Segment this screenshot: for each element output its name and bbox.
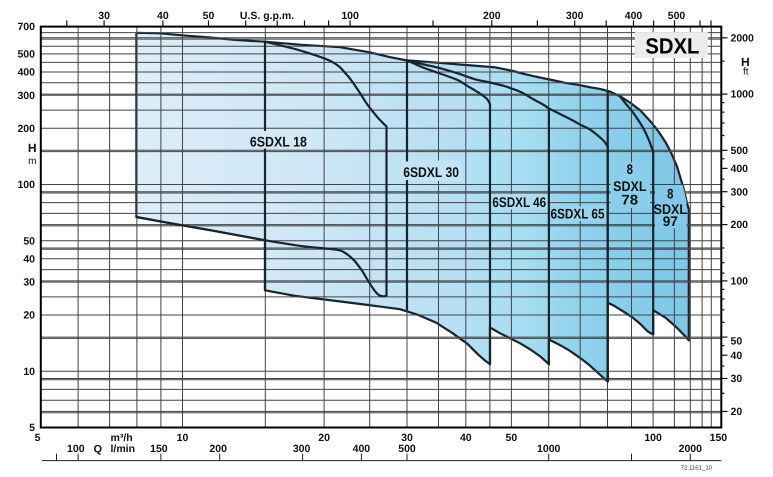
svg-text:6SDXL 18: 6SDXL 18 [250, 134, 307, 150]
svg-text:5: 5 [29, 422, 35, 434]
svg-text:40: 40 [157, 10, 169, 22]
svg-text:200: 200 [209, 443, 227, 455]
svg-text:300: 300 [17, 90, 35, 102]
svg-text:1000: 1000 [731, 89, 755, 101]
svg-text:U.S. g.p.m.: U.S. g.p.m. [240, 10, 294, 22]
svg-text:200: 200 [731, 219, 749, 231]
svg-text:400: 400 [625, 10, 643, 22]
svg-text:1000: 1000 [537, 443, 561, 455]
svg-text:30: 30 [23, 277, 35, 289]
svg-text:SDXL: SDXL [645, 33, 699, 58]
svg-text:10: 10 [23, 366, 35, 378]
svg-text:100: 100 [644, 432, 662, 444]
svg-text:40: 40 [23, 253, 35, 265]
svg-text:2000: 2000 [679, 443, 703, 455]
svg-text:500: 500 [398, 443, 416, 455]
svg-text:ft: ft [743, 67, 749, 78]
svg-text:8: 8 [667, 186, 673, 202]
svg-text:H: H [28, 141, 37, 155]
svg-text:72.1161_10: 72.1161_10 [681, 465, 713, 472]
svg-text:100: 100 [67, 443, 85, 455]
svg-text:30: 30 [98, 10, 110, 22]
svg-text:100: 100 [341, 10, 359, 22]
svg-text:50: 50 [203, 10, 215, 22]
svg-text:50: 50 [731, 336, 743, 348]
svg-text:2000: 2000 [731, 32, 755, 44]
svg-text:300: 300 [731, 186, 749, 198]
svg-text:40: 40 [460, 432, 472, 444]
svg-text:500: 500 [731, 145, 749, 157]
svg-text:150: 150 [150, 443, 168, 455]
svg-text:100: 100 [731, 276, 749, 288]
svg-text:20: 20 [23, 310, 35, 322]
svg-text:8: 8 [627, 161, 633, 177]
svg-text:200: 200 [483, 10, 501, 22]
svg-text:500: 500 [17, 49, 35, 61]
svg-text:40: 40 [731, 350, 743, 362]
svg-text:m: m [28, 156, 36, 167]
svg-text:l/min: l/min [111, 443, 136, 455]
svg-text:30: 30 [731, 373, 743, 385]
svg-text:700: 700 [17, 21, 35, 33]
svg-text:400: 400 [731, 163, 749, 175]
svg-text:30: 30 [401, 432, 413, 444]
svg-text:400: 400 [353, 443, 371, 455]
svg-text:6SDXL 65: 6SDXL 65 [550, 206, 604, 222]
svg-text:SDXL: SDXL [654, 201, 688, 217]
svg-text:300: 300 [566, 10, 584, 22]
svg-text:78: 78 [621, 192, 638, 208]
svg-text:200: 200 [17, 123, 35, 135]
svg-text:300: 300 [293, 443, 311, 455]
svg-text:6SDXL 30: 6SDXL 30 [403, 164, 459, 180]
svg-text:20: 20 [318, 432, 330, 444]
svg-text:H: H [741, 55, 750, 69]
svg-text:Q: Q [94, 443, 103, 455]
svg-text:m³/h: m³/h [111, 432, 133, 444]
svg-text:150: 150 [710, 432, 728, 444]
svg-text:20: 20 [731, 406, 743, 418]
svg-text:500: 500 [668, 10, 686, 22]
svg-text:SDXL: SDXL [613, 178, 647, 194]
svg-text:10: 10 [177, 432, 189, 444]
svg-text:50: 50 [506, 432, 518, 444]
svg-text:50: 50 [23, 235, 35, 247]
svg-text:400: 400 [17, 67, 35, 79]
svg-text:100: 100 [17, 179, 35, 191]
svg-text:6SDXL 46: 6SDXL 46 [492, 194, 546, 210]
svg-text:5: 5 [35, 432, 41, 444]
svg-text:97: 97 [663, 213, 678, 229]
